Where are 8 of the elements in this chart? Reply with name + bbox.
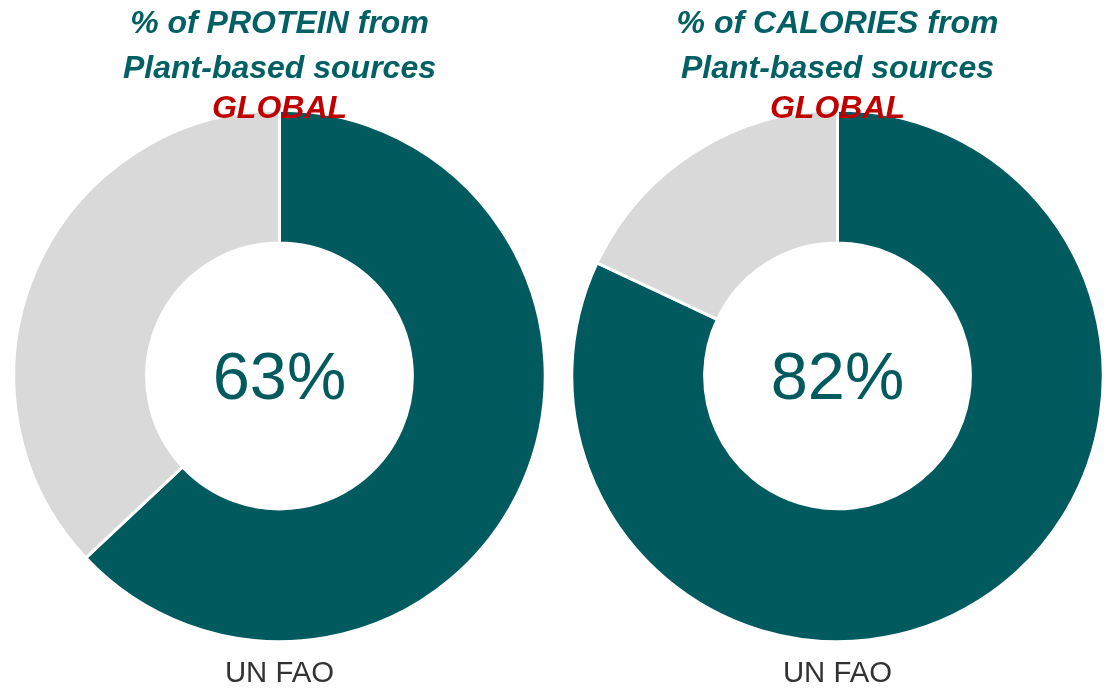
chart-title: % of CALORIES from Plant-based sources — [676, 3, 999, 86]
text: 82% — [770, 338, 905, 413]
text: 63% — [212, 338, 347, 413]
chart-title: % of PROTEIN from Plant-based sources — [123, 3, 436, 86]
chart-subtitle: GLOBAL — [769, 89, 906, 126]
text: UN FAO — [782, 655, 893, 689]
text: UN FAO — [224, 655, 335, 689]
chart-subtitle: GLOBAL — [211, 89, 348, 126]
